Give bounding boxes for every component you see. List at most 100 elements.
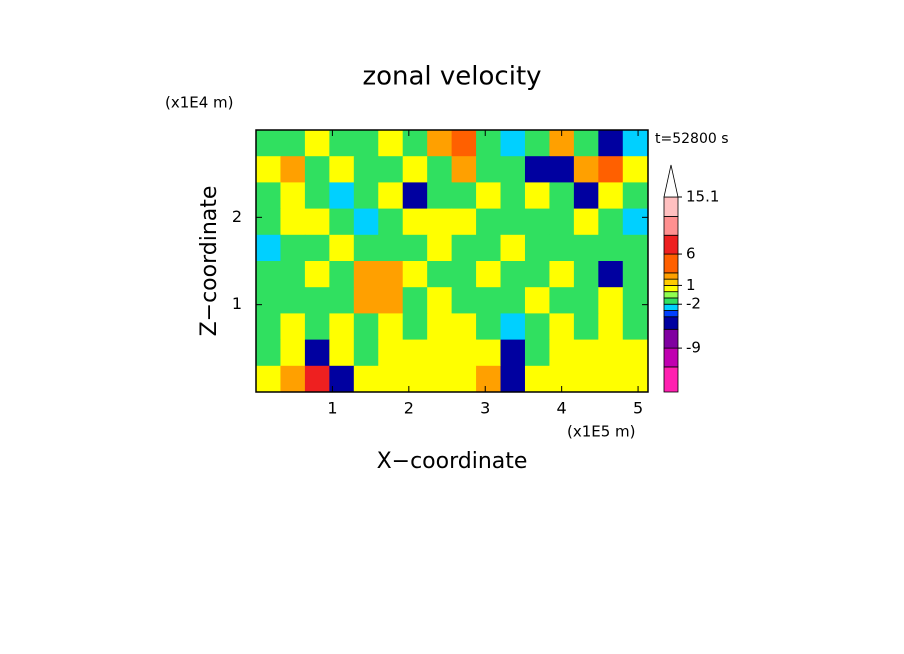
x-tick-label: 5: [633, 399, 643, 418]
contour-cell: [402, 339, 428, 367]
contour-cell: [256, 234, 281, 262]
contour-cell: [256, 365, 281, 393]
contour-cell: [304, 339, 330, 367]
contour-cell: [573, 130, 599, 157]
contour-cell: [500, 208, 526, 236]
contour-cell: [476, 339, 502, 367]
contour-cell: [353, 287, 379, 314]
contour-cell: [402, 208, 428, 236]
contour-cell: [451, 261, 477, 288]
colorbar-segment: [663, 216, 679, 236]
colorbar-segment: [663, 366, 679, 393]
contour-cell: [427, 287, 453, 314]
time-label: t=52800 s: [655, 131, 729, 147]
contour-cell: [280, 156, 306, 183]
contour-cell: [524, 365, 550, 393]
contour-cell: [622, 130, 648, 157]
contour-cell: [329, 287, 355, 314]
contour-cell: [500, 156, 526, 183]
colorbar-segment: [663, 278, 679, 286]
contour-cell: [304, 234, 330, 262]
contour-cell: [598, 313, 624, 341]
contour-cell: [256, 156, 281, 183]
contour-cell: [622, 287, 648, 314]
contour-cell: [256, 313, 281, 341]
colorbar-label: 1: [686, 276, 696, 294]
contour-cell: [573, 182, 599, 210]
contour-cell: [402, 261, 428, 288]
contour-cell: [573, 313, 599, 341]
contour-cell: [598, 130, 624, 157]
contour-cell: [304, 208, 330, 236]
contour-cell: [329, 365, 355, 393]
contour-cell: [524, 234, 550, 262]
contour-cell: [329, 130, 355, 157]
contour-cell: [280, 208, 306, 236]
x-axis-label: X−coordinate: [377, 449, 528, 474]
contour-cell: [549, 208, 575, 236]
colorbar-segment: [663, 316, 679, 330]
contour-cell: [451, 156, 477, 183]
contour-cell: [304, 130, 330, 157]
contour-cell: [451, 208, 477, 236]
contour-cell: [378, 182, 404, 210]
contour-cell: [500, 313, 526, 341]
contour-cell: [598, 261, 624, 288]
colorbar-segment: [663, 234, 679, 255]
contour-cell: [304, 156, 330, 183]
contour-cell: [353, 365, 379, 393]
plot-frame: [255, 129, 649, 393]
x-tick-label: 3: [480, 399, 490, 418]
colorbar-segment: [663, 347, 679, 368]
contour-cell: [304, 365, 330, 393]
contour-cell: [353, 130, 379, 157]
colorbar-segment: [663, 285, 679, 293]
contour-cell: [622, 234, 648, 262]
x-tick-label: 4: [557, 399, 567, 418]
contour-cell: [427, 261, 453, 288]
colorbar-extension: [663, 164, 679, 198]
contour-cell: [476, 365, 502, 393]
contour-cell: [378, 313, 404, 341]
colorbar-segment: [663, 328, 679, 349]
contour-cell: [622, 339, 648, 367]
x-tick-label: 1: [327, 399, 337, 418]
contour-cell: [476, 156, 502, 183]
contour-cell: [524, 339, 550, 367]
contour-cell: [622, 156, 648, 183]
contour-cell: [329, 182, 355, 210]
y-unit: (x1E4 m): [165, 94, 234, 112]
contour-cell: [353, 156, 379, 183]
colorbar-label: 6: [686, 245, 696, 263]
contour-cell: [524, 313, 550, 341]
contour-cell: [476, 234, 502, 262]
contour-cell: [378, 287, 404, 314]
contour-cell: [402, 313, 428, 341]
contour-cell: [524, 261, 550, 288]
contour-cell: [402, 182, 428, 210]
contour-cell: [378, 130, 404, 157]
contour-cell: [378, 365, 404, 393]
contour-cell: [256, 182, 281, 210]
colorbar-label: -2: [686, 295, 701, 313]
contour-cell: [353, 208, 379, 236]
contour-cell: [427, 234, 453, 262]
contour-cell: [353, 182, 379, 210]
contour-cell: [451, 313, 477, 341]
contour-cell: [402, 156, 428, 183]
contour-cell: [500, 287, 526, 314]
colorbar-segment: [663, 272, 679, 280]
contour-cell: [622, 182, 648, 210]
contour-cell: [256, 261, 281, 288]
contour-cell: [256, 130, 281, 157]
contour-cell: [476, 130, 502, 157]
contour-cell: [256, 208, 281, 236]
contour-cell: [573, 261, 599, 288]
contour-cell: [280, 261, 306, 288]
contour-cell: [598, 234, 624, 262]
contour-cell: [573, 287, 599, 314]
contour-cell: [378, 339, 404, 367]
contour-cell: [622, 208, 648, 236]
contour-cell: [280, 182, 306, 210]
